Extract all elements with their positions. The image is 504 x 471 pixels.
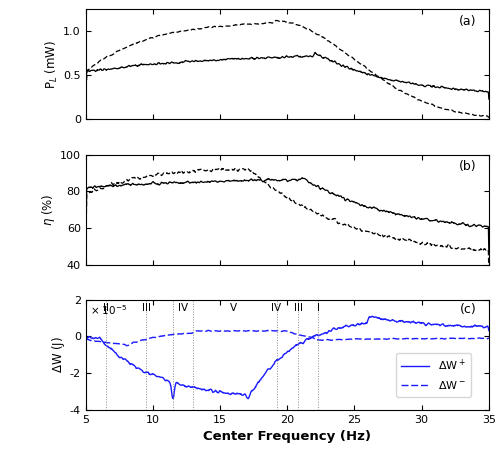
Text: I: I [317, 302, 320, 313]
Text: V: V [230, 302, 237, 313]
Text: IV: IV [178, 302, 188, 313]
Text: III: III [142, 302, 151, 313]
Text: $\times$ 10$^{-5}$: $\times$ 10$^{-5}$ [90, 303, 127, 317]
Text: (b): (b) [459, 160, 477, 173]
Y-axis label: P$_L$ (mW): P$_L$ (mW) [44, 40, 60, 89]
Text: (a): (a) [459, 15, 477, 28]
Legend: $\Delta$W$^+$, $\Delta$W$^-$: $\Delta$W$^+$, $\Delta$W$^-$ [396, 353, 471, 397]
Text: III: III [293, 302, 302, 313]
Text: II: II [103, 302, 109, 313]
X-axis label: Center Frequency (Hz): Center Frequency (Hz) [203, 430, 371, 443]
Text: IV: IV [272, 302, 282, 313]
Text: (c): (c) [460, 303, 477, 316]
Y-axis label: $\eta$ (%): $\eta$ (%) [40, 193, 57, 226]
Y-axis label: $\Delta$W (J): $\Delta$W (J) [50, 336, 67, 374]
